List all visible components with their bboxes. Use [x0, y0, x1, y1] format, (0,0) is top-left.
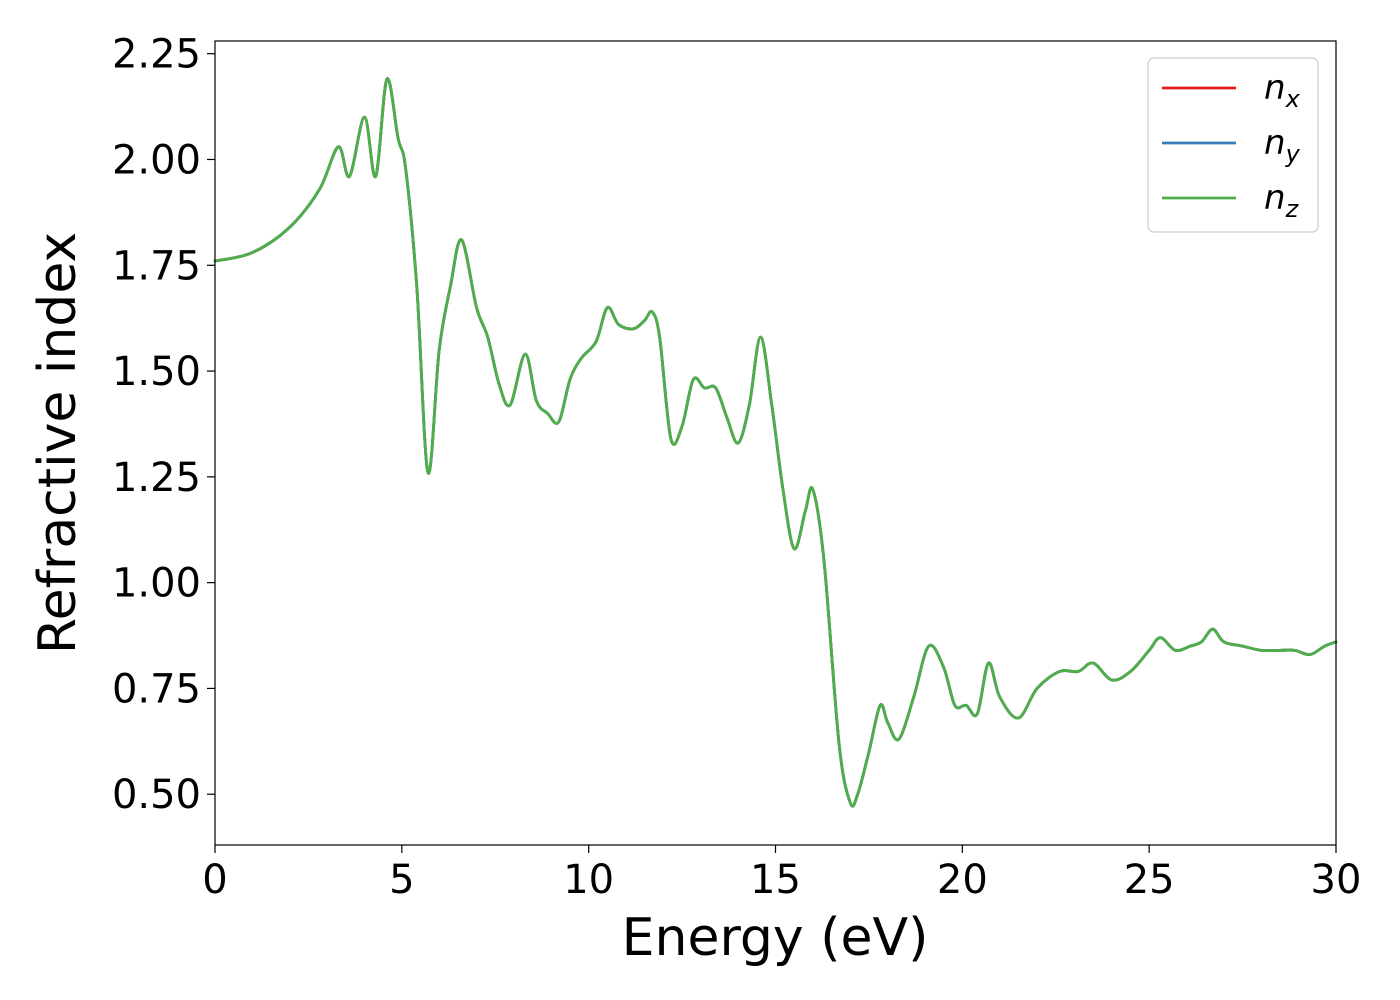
x-tick-label: 25	[1124, 857, 1175, 903]
series-layer	[213, 77, 1338, 808]
x-tick-label: 0	[202, 857, 227, 903]
y-tick-label: 1.00	[112, 561, 201, 607]
x-tick-label: 30	[1311, 857, 1362, 903]
legend-label: nz	[1264, 178, 1300, 223]
y-tick-label: 0.75	[112, 666, 201, 712]
y-tick-label: 1.75	[112, 243, 201, 289]
y-tick-label: 1.50	[112, 349, 201, 395]
x-tick-label: 15	[750, 857, 801, 903]
x-axis: 0 5 10 15 20 25 30	[202, 845, 1361, 903]
legend-label: ny	[1264, 123, 1301, 168]
x-tick-label: 20	[937, 857, 988, 903]
y-axis: 0.50 0.75 1.00 1.25 1.50 1.75 2.00 2.25	[112, 32, 215, 818]
series-line-n-z	[213, 77, 1338, 808]
x-tick-label: 10	[563, 857, 614, 903]
y-tick-label: 2.25	[112, 32, 201, 78]
x-axis-title: Energy (eV)	[622, 908, 929, 968]
y-tick-label: 1.25	[112, 455, 201, 501]
legend-label: nx	[1264, 68, 1301, 113]
legend-box	[1147, 57, 1319, 233]
legend: nx ny nz	[1147, 57, 1319, 233]
y-axis-title: Refractive index	[28, 232, 88, 654]
y-tick-label: 2.00	[112, 137, 201, 183]
y-tick-label: 0.50	[112, 772, 201, 818]
x-tick-label: 5	[389, 857, 414, 903]
